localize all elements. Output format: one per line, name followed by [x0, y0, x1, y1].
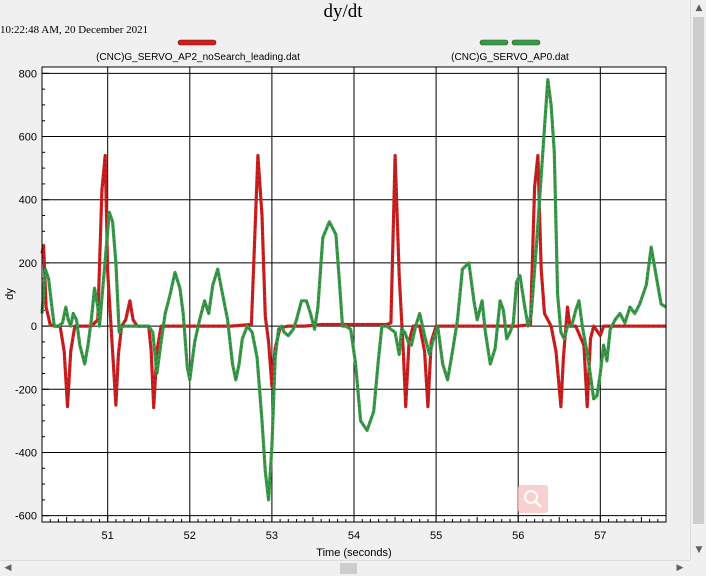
legend: (CNC)G_SERVO_AP2_noSearch_leading.dat (C… [96, 39, 569, 63]
x-tick-label: 52 [184, 530, 196, 542]
x-tick-label: 57 [594, 530, 606, 542]
y-tick-label: 200 [19, 258, 37, 270]
chart-window: dy/dt 10:22:48 AM, 20 December 2021 (CNC… [0, 1, 667, 559]
series-lines [40, 78, 667, 502]
series-line-1 [40, 153, 666, 410]
scroll-down-arrow-icon[interactable]: ▼ [695, 545, 703, 555]
x-axis-label: Time (seconds) [316, 547, 391, 559]
scroll-up-arrow-icon[interactable]: ▲ [695, 3, 703, 13]
chart-svg: dy/dt 10:22:48 AM, 20 December 2021 (CNC… [0, 1, 667, 559]
zoom-icon[interactable] [518, 485, 548, 513]
vertical-scrollbar[interactable]: ▲ ▼ [690, 0, 706, 560]
x-tick-labels: 51 52 53 54 55 56 57 [102, 530, 607, 542]
x-tick-label: 51 [102, 530, 114, 542]
legend-label-series-2: (CNC)G_SERVO_AP0.dat [451, 52, 569, 63]
vertical-scrollbar-thumb[interactable] [693, 17, 704, 524]
legend-label-series-1: (CNC)G_SERVO_AP2_noSearch_leading.dat [96, 52, 300, 63]
plot-border [41, 66, 667, 523]
y-tick-label: 400 [19, 195, 37, 207]
y-axis-label: dy [4, 288, 16, 300]
y-tick-label: -200 [15, 384, 37, 396]
legend-swatch-series-1 [177, 39, 217, 46]
series-markers [41, 79, 667, 500]
legend-swatch-series-2-b [511, 39, 541, 46]
horizontal-scrollbar[interactable]: ◀ ▶ [0, 560, 690, 576]
y-tick-label: 600 [19, 132, 37, 144]
legend-swatch-series-2-a [479, 39, 509, 46]
grid-lines [42, 67, 666, 522]
series-marker-dots-2 [41, 79, 667, 500]
x-tick-label: 53 [266, 530, 278, 542]
scrollbar-corner [690, 560, 706, 575]
y-tick-label: -400 [15, 447, 37, 459]
timestamp: 10:22:48 AM, 20 December 2021 [0, 24, 148, 36]
y-tick-label: 800 [19, 68, 37, 80]
series-line-2 [40, 78, 667, 502]
scroll-right-arrow-icon[interactable]: ▶ [676, 563, 684, 573]
horizontal-scrollbar-thumb[interactable] [340, 563, 357, 574]
scroll-left-arrow-icon[interactable]: ◀ [4, 563, 12, 573]
chart-title: dy/dt [323, 1, 363, 22]
x-tick-label: 55 [430, 530, 442, 542]
x-tick-label: 54 [348, 530, 360, 542]
y-tick-label: -600 [15, 511, 37, 523]
y-tick-label: 0 [31, 321, 37, 333]
x-tick-label: 56 [512, 530, 524, 542]
y-tick-labels: -600 -400 -200 0 200 400 600 800 [15, 68, 37, 522]
